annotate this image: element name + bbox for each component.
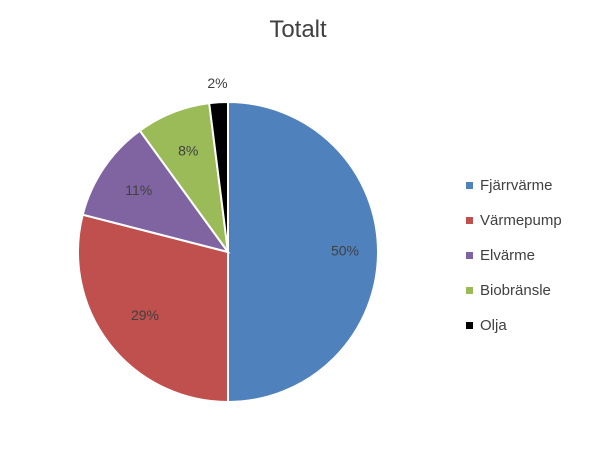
legend-item-3: Elvärme — [466, 238, 562, 273]
legend-label: Fjärrvärme — [480, 177, 553, 194]
legend-item-2: Värmepump — [466, 203, 562, 238]
data-label-1: 50% — [331, 243, 359, 259]
legend-swatch-icon — [466, 217, 473, 224]
pie-slice-3 — [81, 129, 231, 254]
chart-title: Totalt — [269, 16, 327, 43]
legend-item-1: Fjärrvärme — [466, 168, 562, 203]
data-label-5: 2% — [207, 75, 227, 91]
data-label-4: 8% — [178, 142, 198, 158]
data-label-2: 29% — [131, 307, 159, 323]
legend-swatch-icon — [466, 287, 473, 294]
legend-swatch-icon — [466, 182, 473, 189]
legend-swatch-icon — [466, 252, 473, 259]
legend-swatch-icon — [466, 322, 473, 329]
legend-label: Olja — [480, 317, 507, 334]
pie-slice-5 — [208, 100, 229, 253]
legend-item-5: Olja — [466, 308, 562, 343]
pie-slice-1 — [227, 100, 379, 404]
legend-item-4: Biobränsle — [466, 273, 562, 308]
legend-label: Värmepump — [480, 212, 562, 229]
data-label-3: 11% — [125, 182, 152, 198]
legend: Fjärrvärme Värmepump Elvärme Biobränsle Olja — [466, 168, 562, 343]
legend-label: Biobränsle — [480, 282, 551, 299]
legend-label: Elvärme — [480, 247, 536, 264]
pie-slice-2 — [77, 213, 229, 404]
